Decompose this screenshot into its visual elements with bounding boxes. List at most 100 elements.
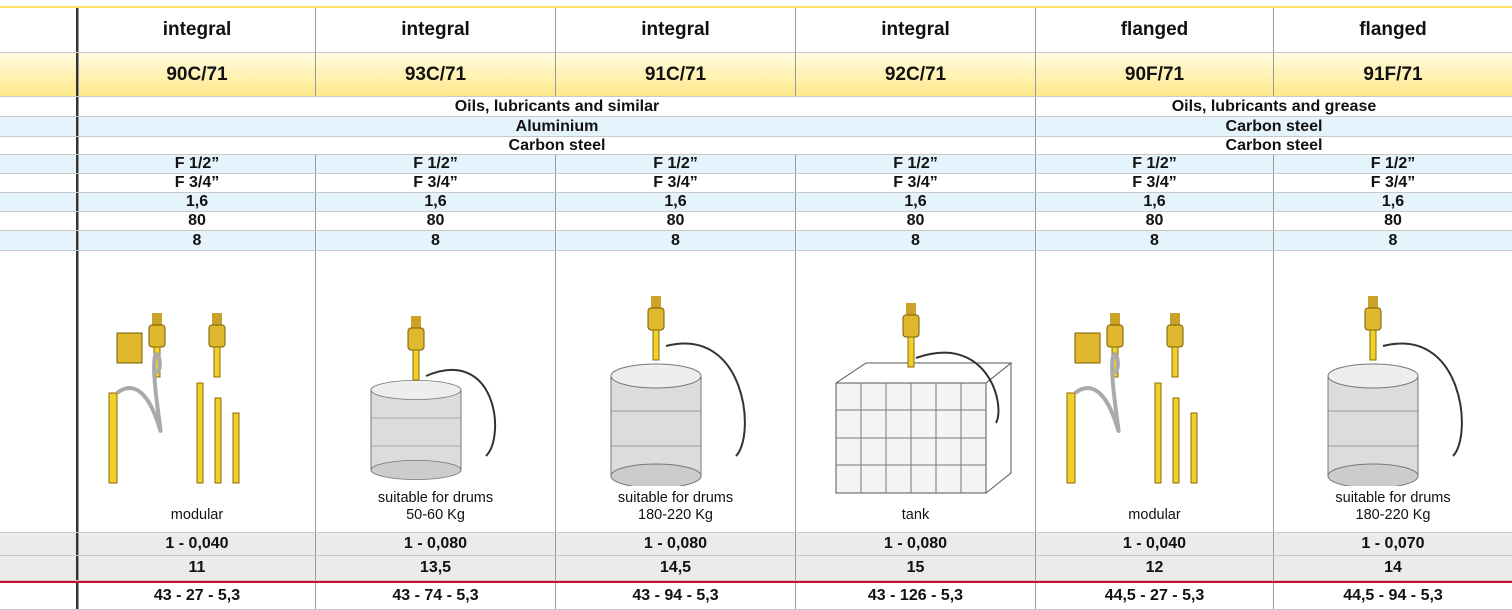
- flow-cell: 8: [555, 231, 795, 250]
- dimensions-row: 43 - 27 - 5,3 43 - 74 - 5,3 43 - 94 - 5,3 4…: [0, 581, 1512, 610]
- flow-cell: 8: [1273, 231, 1512, 250]
- mounting-cell: flanged: [1035, 8, 1273, 52]
- caption-line: 180-220 Kg: [638, 507, 713, 523]
- row-label: [0, 97, 78, 116]
- tube-row: Carbon steel Carbon steel: [0, 137, 1512, 155]
- application-cell: tank: [795, 251, 1035, 532]
- material-cell: Carbon steel: [1035, 117, 1512, 136]
- caption-line: 180-220 Kg: [1355, 507, 1431, 523]
- application-cell: modular: [78, 251, 315, 532]
- inlet-cell: F 1/2”: [555, 155, 795, 173]
- ratio-cell: 1,6: [1035, 193, 1273, 211]
- ratio-cell: 1,6: [795, 193, 1035, 211]
- pressure-row: 80 80 80 80 80 80: [0, 212, 1512, 231]
- row-label: [0, 251, 78, 532]
- model-cell: 91C/71: [555, 53, 795, 96]
- outlet-cell: F 3/4”: [78, 174, 315, 192]
- outlet-cell: F 3/4”: [315, 174, 555, 192]
- product-image: [816, 303, 1016, 503]
- row-label: [0, 231, 78, 250]
- caption-line: suitable for drums: [377, 490, 494, 506]
- weight-cell: 12: [1035, 556, 1273, 580]
- flow-cell: 8: [1035, 231, 1273, 250]
- row-label: [0, 193, 78, 211]
- delivery-cell: 1 - 0,070: [1273, 533, 1512, 555]
- row-label: [0, 53, 78, 96]
- dimensions-cell: 43 - 27 - 5,3: [78, 583, 315, 609]
- tube-cell: Carbon steel: [1035, 137, 1512, 154]
- inlet-cell: F 1/2”: [795, 155, 1035, 173]
- row-label: [0, 155, 78, 173]
- row-label: [0, 533, 78, 555]
- delivery-cell: 1 - 0,080: [795, 533, 1035, 555]
- row-label: [0, 137, 78, 154]
- pressure-cell: 80: [555, 212, 795, 230]
- row-label: [0, 8, 78, 52]
- tube-cell: Carbon steel: [78, 137, 1035, 154]
- delivery-cell: 1 - 0,080: [315, 533, 555, 555]
- model-cell: 91F/71: [1273, 53, 1512, 96]
- weight-cell: 15: [795, 556, 1035, 580]
- application-cell: suitable for drums 180-220 Kg: [1273, 251, 1512, 532]
- delivery-cell: 1 - 0,040: [1035, 533, 1273, 555]
- product-image: [1055, 303, 1255, 503]
- models-row: 90C/71 93C/71 91C/71 92C/71 90F/71 91F/71: [0, 53, 1512, 97]
- inlet-cell: F 1/2”: [1035, 155, 1273, 173]
- delivery-cell: 1 - 0,080: [555, 533, 795, 555]
- inlet-row: F 1/2” F 1/2” F 1/2” F 1/2” F 1/2” F 1/2”: [0, 155, 1512, 174]
- flow-cell: 8: [315, 231, 555, 250]
- ratio-row: 1,6 1,6 1,6 1,6 1,6 1,6: [0, 193, 1512, 212]
- application-row: modular suitable for drums 50-60 Kg suitabl…: [0, 251, 1512, 533]
- model-cell: 93C/71: [315, 53, 555, 96]
- model-cell: 90C/71: [78, 53, 315, 96]
- inlet-cell: F 1/2”: [1273, 155, 1512, 173]
- mounting-cell: integral: [78, 8, 315, 52]
- outlet-row: F 3/4” F 3/4” F 3/4” F 3/4” F 3/4” F 3/4”: [0, 174, 1512, 193]
- caption-line: 50-60 Kg: [406, 507, 465, 523]
- mounting-cell: integral: [555, 8, 795, 52]
- flow-cell: 8: [795, 231, 1035, 250]
- row-label: [0, 174, 78, 192]
- material-cell: Aluminium: [78, 117, 1035, 136]
- model-cell: 90F/71: [1035, 53, 1273, 96]
- weight-cell: 11: [78, 556, 315, 580]
- ratio-cell: 1,6: [315, 193, 555, 211]
- mounting-cell: integral: [795, 8, 1035, 52]
- product-image: [336, 286, 536, 486]
- fluid-row: Oils, lubricants and similar Oils, lubric…: [0, 97, 1512, 117]
- material-row: Aluminium Carbon steel: [0, 117, 1512, 137]
- application-cell: modular: [1035, 251, 1273, 532]
- row-label: [0, 117, 78, 136]
- weight-cell: 13,5: [315, 556, 555, 580]
- weight-cell: 14: [1273, 556, 1512, 580]
- dimensions-cell: 44,5 - 94 - 5,3: [1273, 583, 1512, 609]
- weight-cell: 14,5: [555, 556, 795, 580]
- delivery-cell: 1 - 0,040: [78, 533, 315, 555]
- application-cell: suitable for drums 50-60 Kg: [315, 251, 555, 532]
- product-image: [1293, 286, 1493, 486]
- delivery-row: 1 - 0,040 1 - 0,080 1 - 0,080 1 - 0,080 1 - …: [0, 533, 1512, 556]
- pressure-cell: 80: [1035, 212, 1273, 230]
- ratio-cell: 1,6: [78, 193, 315, 211]
- mounting-cell: integral: [315, 8, 555, 52]
- pressure-cell: 80: [1273, 212, 1512, 230]
- inlet-cell: F 1/2”: [78, 155, 315, 173]
- outlet-cell: F 3/4”: [555, 174, 795, 192]
- caption-line: tank: [901, 507, 930, 523]
- row-label: [0, 212, 78, 230]
- ratio-cell: 1,6: [555, 193, 795, 211]
- application-cell: suitable for drums 180-220 Kg: [555, 251, 795, 532]
- mounting-cell: flanged: [1273, 8, 1512, 52]
- product-image: [576, 286, 776, 486]
- weight-row: 11 13,5 14,5 15 12 14: [0, 556, 1512, 581]
- caption-line: suitable for drums: [617, 490, 734, 506]
- model-cell: 92C/71: [795, 53, 1035, 96]
- fluid-cell: Oils, lubricants and grease: [1035, 97, 1512, 116]
- caption-line: modular: [1128, 507, 1181, 523]
- pressure-cell: 80: [315, 212, 555, 230]
- pressure-cell: 80: [78, 212, 315, 230]
- top-strip: [0, 0, 1512, 8]
